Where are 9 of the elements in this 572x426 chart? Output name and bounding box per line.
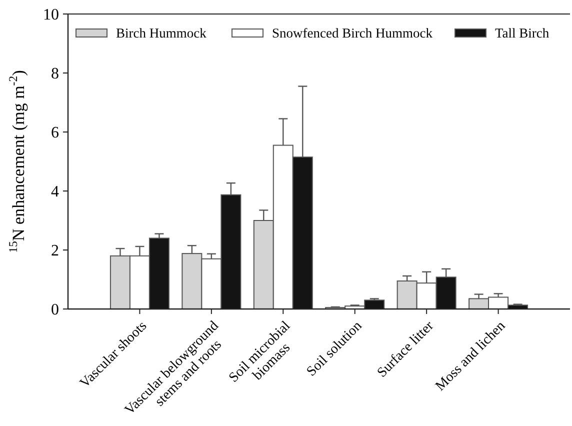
y-tick-label: 4	[51, 184, 59, 201]
legend-label: Tall Birch	[495, 26, 550, 41]
y-tick-label: 0	[51, 302, 59, 319]
legend-label: Snowfenced Birch Hummock	[272, 26, 433, 41]
y-tick-label: 10	[43, 6, 59, 24]
y-tick-label: 2	[51, 242, 59, 260]
y-tick-label: 6	[51, 124, 59, 142]
y-tick-label: 8	[51, 66, 59, 83]
legend-label: Birch Hummock	[116, 26, 207, 41]
